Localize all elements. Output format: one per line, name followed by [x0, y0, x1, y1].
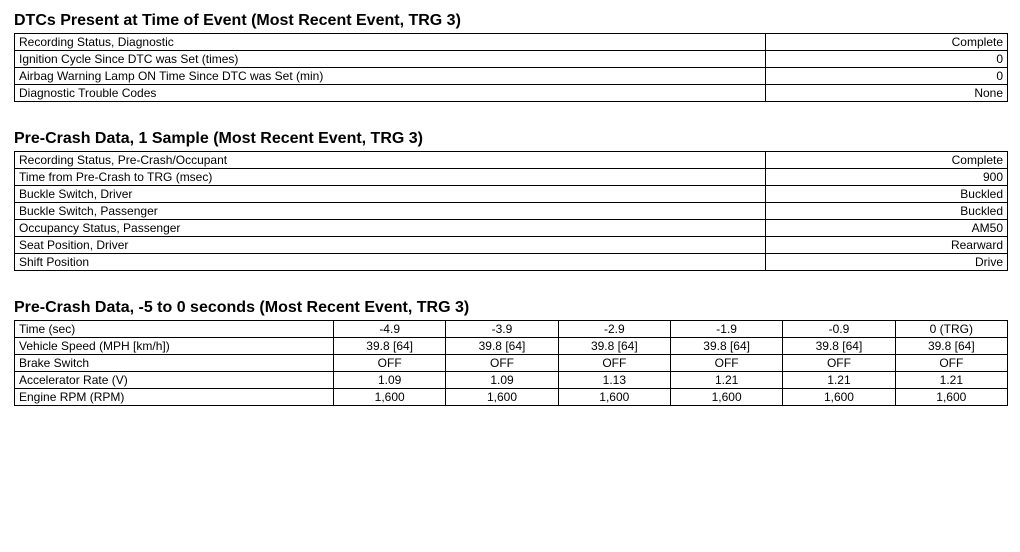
data-cell: -0.9: [783, 321, 895, 338]
data-cell: OFF: [334, 355, 446, 372]
row-value: Buckled: [766, 186, 1008, 203]
table-row: Time from Pre-Crash to TRG (msec)900: [15, 169, 1008, 186]
row-value: Complete: [766, 34, 1008, 51]
precrash1-title: Pre-Crash Data, 1 Sample (Most Recent Ev…: [14, 130, 1006, 148]
row-label: Diagnostic Trouble Codes: [15, 85, 766, 102]
table-row: Time (sec)-4.9-3.9-2.9-1.9-0.90 (TRG): [15, 321, 1008, 338]
row-label: Brake Switch: [15, 355, 334, 372]
data-cell: 1,600: [783, 389, 895, 406]
data-cell: 39.8 [64]: [558, 338, 670, 355]
row-value: None: [766, 85, 1008, 102]
data-cell: 1,600: [334, 389, 446, 406]
row-label: Shift Position: [15, 254, 766, 271]
row-label: Recording Status, Diagnostic: [15, 34, 766, 51]
data-cell: -4.9: [334, 321, 446, 338]
row-value: Buckled: [766, 203, 1008, 220]
data-cell: 1.21: [670, 372, 782, 389]
data-cell: 39.8 [64]: [670, 338, 782, 355]
dtc-table: Recording Status, DiagnosticCompleteIgni…: [14, 33, 1008, 102]
data-cell: 1.09: [446, 372, 558, 389]
row-label: Engine RPM (RPM): [15, 389, 334, 406]
data-cell: 39.8 [64]: [895, 338, 1007, 355]
row-label: Buckle Switch, Passenger: [15, 203, 766, 220]
table-row: Airbag Warning Lamp ON Time Since DTC wa…: [15, 68, 1008, 85]
data-cell: 1.21: [783, 372, 895, 389]
table-row: Buckle Switch, DriverBuckled: [15, 186, 1008, 203]
precrash5-section: Pre-Crash Data, -5 to 0 seconds (Most Re…: [14, 299, 1006, 406]
table-row: Diagnostic Trouble CodesNone: [15, 85, 1008, 102]
table-row: Buckle Switch, PassengerBuckled: [15, 203, 1008, 220]
table-row: Engine RPM (RPM)1,6001,6001,6001,6001,60…: [15, 389, 1008, 406]
row-value: 0: [766, 68, 1008, 85]
row-value: Complete: [766, 152, 1008, 169]
precrash1-table: Recording Status, Pre-Crash/OccupantComp…: [14, 151, 1008, 271]
row-label: Ignition Cycle Since DTC was Set (times): [15, 51, 766, 68]
row-label: Time (sec): [15, 321, 334, 338]
data-cell: 39.8 [64]: [334, 338, 446, 355]
table-row: Recording Status, Pre-Crash/OccupantComp…: [15, 152, 1008, 169]
data-cell: -1.9: [670, 321, 782, 338]
data-cell: 1.21: [895, 372, 1007, 389]
data-cell: 1,600: [895, 389, 1007, 406]
data-cell: OFF: [895, 355, 1007, 372]
row-value: 900: [766, 169, 1008, 186]
table-row: Ignition Cycle Since DTC was Set (times)…: [15, 51, 1008, 68]
table-row: Recording Status, DiagnosticComplete: [15, 34, 1008, 51]
data-cell: -2.9: [558, 321, 670, 338]
row-label: Seat Position, Driver: [15, 237, 766, 254]
data-cell: 1,600: [670, 389, 782, 406]
data-cell: 39.8 [64]: [446, 338, 558, 355]
data-cell: -3.9: [446, 321, 558, 338]
dtc-title: DTCs Present at Time of Event (Most Rece…: [14, 12, 1006, 30]
table-row: Seat Position, DriverRearward: [15, 237, 1008, 254]
row-label: Buckle Switch, Driver: [15, 186, 766, 203]
dtc-section: DTCs Present at Time of Event (Most Rece…: [14, 12, 1006, 102]
row-label: Vehicle Speed (MPH [km/h]): [15, 338, 334, 355]
row-value: Drive: [766, 254, 1008, 271]
data-cell: 1.09: [334, 372, 446, 389]
table-row: Occupancy Status, PassengerAM50: [15, 220, 1008, 237]
precrash1-section: Pre-Crash Data, 1 Sample (Most Recent Ev…: [14, 130, 1006, 271]
row-label: Time from Pre-Crash to TRG (msec): [15, 169, 766, 186]
precrash5-table: Time (sec)-4.9-3.9-2.9-1.9-0.90 (TRG)Veh…: [14, 320, 1008, 406]
data-cell: 1.13: [558, 372, 670, 389]
data-cell: 1,600: [446, 389, 558, 406]
table-row: Accelerator Rate (V)1.091.091.131.211.21…: [15, 372, 1008, 389]
data-cell: 0 (TRG): [895, 321, 1007, 338]
table-row: Vehicle Speed (MPH [km/h])39.8 [64]39.8 …: [15, 338, 1008, 355]
data-cell: OFF: [558, 355, 670, 372]
data-cell: OFF: [783, 355, 895, 372]
row-label: Accelerator Rate (V): [15, 372, 334, 389]
data-cell: 39.8 [64]: [783, 338, 895, 355]
row-label: Occupancy Status, Passenger: [15, 220, 766, 237]
data-cell: OFF: [446, 355, 558, 372]
precrash5-title: Pre-Crash Data, -5 to 0 seconds (Most Re…: [14, 299, 1006, 317]
table-row: Brake SwitchOFFOFFOFFOFFOFFOFF: [15, 355, 1008, 372]
row-value: 0: [766, 51, 1008, 68]
data-cell: OFF: [670, 355, 782, 372]
row-label: Recording Status, Pre-Crash/Occupant: [15, 152, 766, 169]
row-label: Airbag Warning Lamp ON Time Since DTC wa…: [15, 68, 766, 85]
row-value: Rearward: [766, 237, 1008, 254]
table-row: Shift PositionDrive: [15, 254, 1008, 271]
row-value: AM50: [766, 220, 1008, 237]
data-cell: 1,600: [558, 389, 670, 406]
